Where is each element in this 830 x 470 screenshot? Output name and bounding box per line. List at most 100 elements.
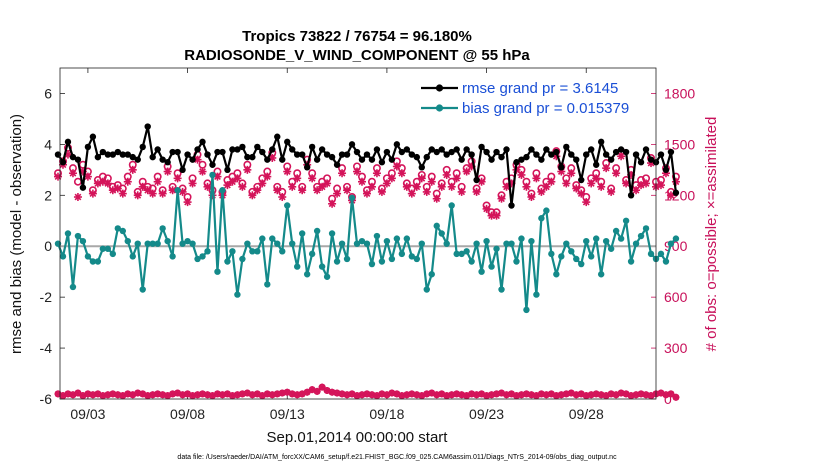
bias-point [508, 240, 515, 247]
rmse-point [104, 151, 112, 158]
bias-point [588, 253, 595, 260]
rmse-point [528, 146, 535, 153]
obs-assimilated-marker [88, 189, 97, 198]
obs-assimilated-marker [392, 162, 401, 171]
rmse-point [358, 156, 366, 163]
rmse-point [169, 148, 176, 156]
rmse-point [59, 159, 67, 166]
rmse-point [149, 153, 156, 161]
obs-assimilated-marker [437, 182, 446, 191]
bias-point [308, 250, 316, 258]
bias-point [199, 253, 206, 260]
bias-point [79, 237, 87, 245]
rmse-point [453, 146, 460, 153]
legend-bias-label: bias grand pr = 0.015379 [462, 100, 629, 117]
rmse-point [348, 141, 356, 148]
bias-point [343, 255, 351, 263]
bias-point [279, 248, 286, 255]
rmse-point [443, 151, 450, 158]
rmse-point [353, 148, 361, 156]
bias-point [109, 250, 117, 258]
obs-assimilated-marker [417, 174, 426, 183]
bias-point [388, 255, 396, 263]
bias-point [568, 248, 575, 255]
obs-assimilated-marker [328, 199, 337, 208]
bias-point [573, 255, 580, 263]
bias-point [662, 258, 670, 265]
rmse-point [597, 138, 605, 146]
obs-assimilated-marker [587, 179, 596, 188]
rmse-point [488, 156, 495, 163]
rmse-point [458, 156, 465, 163]
rmse-point [508, 202, 515, 209]
bias-point [488, 263, 495, 270]
obs-assimilated-marker [188, 179, 197, 188]
rmse-point [189, 156, 196, 163]
obs-assimilated-marker [442, 170, 451, 179]
rmse-point [144, 123, 151, 130]
obs-assimilated-marker [402, 182, 411, 191]
bias-point [433, 222, 440, 230]
obs-assimilated-marker [497, 194, 506, 203]
obs-assimilated-marker [243, 165, 252, 174]
rmse-point [418, 164, 425, 171]
x-tick-label: 09/13 [270, 406, 305, 422]
bias-point [214, 268, 221, 275]
obs-assimilated-marker [617, 152, 626, 161]
obs-assimilated-marker [407, 189, 416, 198]
obs-assimilated-marker [233, 174, 242, 183]
bias-point [323, 273, 331, 280]
bias-point [627, 258, 635, 265]
obs-bottom-assimilated-marker [313, 387, 321, 395]
obs-assimilated-marker [382, 179, 391, 188]
rmse-point [338, 151, 346, 158]
bias-point [84, 253, 92, 260]
obs-assimilated-marker [248, 191, 257, 200]
legend-rmse-marker [435, 84, 444, 92]
rmse-point [463, 146, 470, 153]
x-tick-label: 09/28 [569, 406, 604, 422]
rmse-point [343, 151, 351, 158]
bias-point [478, 268, 485, 275]
obs-assimilated-marker [567, 169, 576, 178]
rmse-point [627, 192, 635, 199]
bias-point [59, 253, 67, 260]
bias-point [647, 250, 655, 258]
obs-assimilated-marker [377, 187, 386, 196]
bias-point [493, 245, 500, 252]
rmse-point [607, 156, 615, 163]
bias-point [642, 225, 650, 232]
bias-point [348, 194, 356, 202]
obs-assimilated-marker [397, 169, 406, 178]
bias-point [353, 240, 361, 247]
bias-point [249, 248, 256, 255]
rmse-point [114, 148, 122, 156]
obs-assimilated-marker [263, 172, 272, 181]
x-tick-label: 09/03 [70, 406, 105, 422]
obs-assimilated-marker [487, 211, 496, 220]
bias-point [234, 291, 241, 298]
rmse-point [568, 151, 575, 158]
bias-point [104, 245, 112, 252]
bias-point [318, 263, 326, 270]
x-axis-label: Sep.01,2014 00:00:00 start [267, 429, 449, 446]
bias-point [578, 260, 585, 268]
obs-assimilated-marker [103, 179, 112, 188]
rmse-point [298, 151, 306, 158]
rmse-point [378, 159, 386, 166]
bias-point [363, 240, 371, 247]
bias-point [264, 281, 271, 288]
rmse-point [657, 151, 665, 158]
rmse-point [134, 156, 141, 163]
footnote: data file: /Users/raeder/DAI/ATM_forcXX/… [177, 454, 617, 461]
rmse-point [239, 143, 246, 151]
rmse-point [289, 146, 296, 153]
bias-point [189, 240, 196, 247]
rmse-point [578, 176, 585, 184]
obs-assimilated-marker [258, 179, 267, 188]
rmse-point [403, 146, 411, 153]
bias-point [164, 237, 171, 245]
x-tick-label: 09/23 [469, 406, 504, 422]
obs-assimilated-marker [338, 169, 347, 178]
bias-point [149, 240, 156, 247]
